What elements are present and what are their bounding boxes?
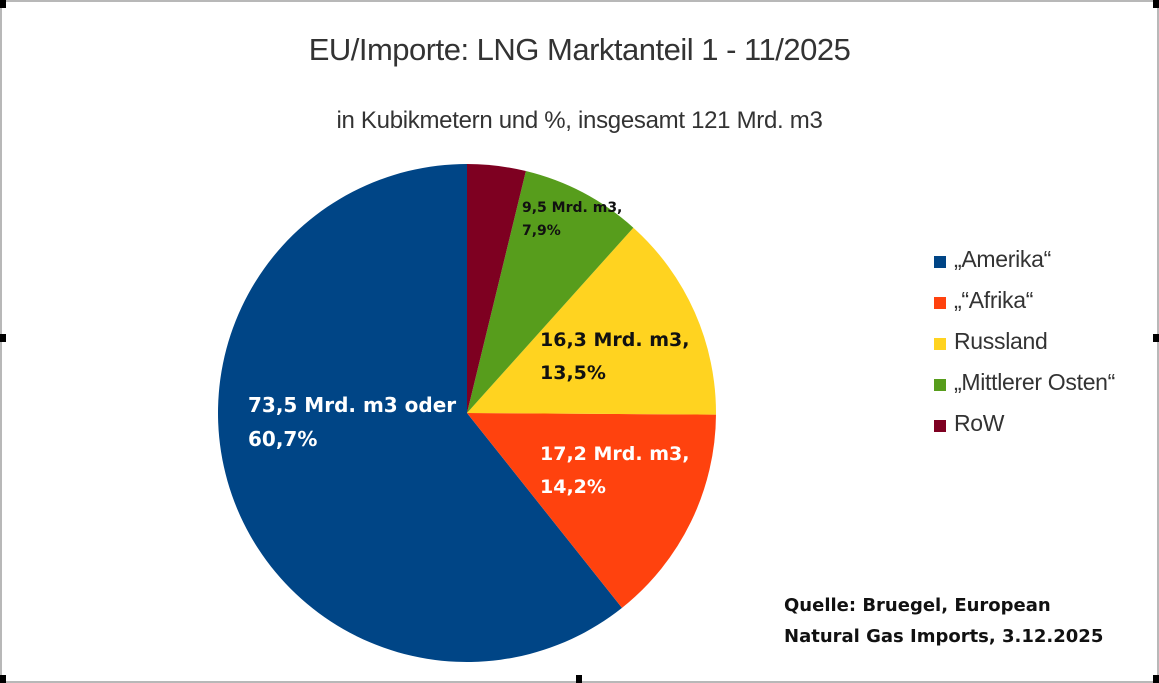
legend-label-2: Russland bbox=[954, 328, 1048, 354]
legend-swatch-1 bbox=[934, 297, 946, 309]
resize-handle-mid-right[interactable] bbox=[1153, 334, 1159, 342]
data-label-2-1: 13,5% bbox=[540, 362, 606, 384]
resize-handle-bottom-right[interactable] bbox=[1153, 675, 1159, 683]
data-label-1-0: 17,2 Mrd. m3, bbox=[540, 443, 689, 465]
pie-slice-1 bbox=[467, 413, 716, 608]
resize-handle-top-left[interactable] bbox=[0, 0, 6, 8]
legend-swatch-4 bbox=[934, 420, 946, 432]
legend-label-3: „Mittlerer Osten“ bbox=[954, 369, 1116, 395]
source-line-2: Natural Gas Imports, 3.12.2025 bbox=[784, 626, 1104, 647]
data-label-2-0: 16,3 Mrd. m3, bbox=[540, 329, 689, 351]
data-label-3-0: 9,5 Mrd. m3, bbox=[522, 200, 622, 216]
chart-subtitle: in Kubikmetern und %, insgesamt 121 Mrd.… bbox=[336, 107, 823, 134]
data-label-3-1: 7,9% bbox=[522, 223, 561, 239]
pie-slice-4 bbox=[467, 164, 526, 413]
legend-swatch-3 bbox=[934, 379, 946, 391]
data-label-0-0: 73,5 Mrd. m3 oder bbox=[248, 393, 456, 417]
resize-handle-top-right[interactable] bbox=[1153, 0, 1159, 8]
data-label-0-1: 60,7% bbox=[248, 427, 317, 451]
pie-slice-0 bbox=[217, 164, 622, 662]
source-note: Quelle: Bruegel, European Natural Gas Im… bbox=[784, 590, 1103, 652]
legend-swatch-0 bbox=[934, 256, 946, 268]
source-line-1: Quelle: Bruegel, European bbox=[784, 595, 1051, 616]
legend-label-1: „“Afrika“ bbox=[954, 287, 1034, 313]
legend-label-4: RoW bbox=[954, 410, 1005, 436]
pie-slice-3 bbox=[467, 171, 634, 413]
data-label-1-1: 14,2% bbox=[540, 476, 606, 498]
resize-handle-mid-left[interactable] bbox=[0, 334, 6, 342]
chart-title: EU/Importe: LNG Marktanteil 1 - 11/2025 bbox=[308, 32, 851, 67]
resize-handle-bottom-left[interactable] bbox=[0, 675, 6, 683]
pie-slice-2 bbox=[467, 227, 716, 415]
legend-swatch-2 bbox=[934, 338, 946, 350]
resize-handle-bottom-mid[interactable] bbox=[576, 675, 582, 683]
legend-label-0: „Amerika“ bbox=[954, 246, 1051, 272]
